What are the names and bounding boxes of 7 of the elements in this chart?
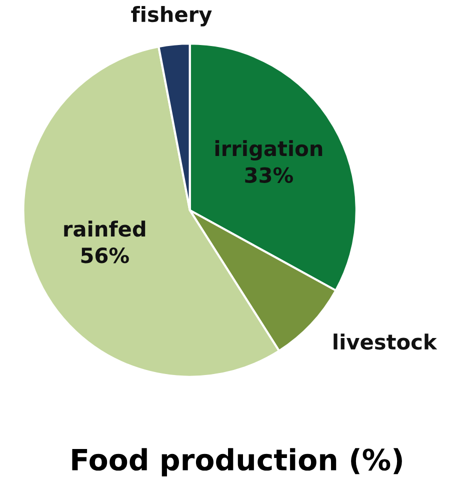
text: Food production (%): [72, 448, 402, 476]
slice-label: fishery: [131, 6, 212, 26]
slice-label: rainfed: [64, 220, 146, 237]
slice-label: irrigation: [215, 140, 322, 161]
slice-label: livestock: [334, 334, 438, 350]
data-label: 56%: [81, 247, 129, 264]
data-label: 33%: [245, 167, 293, 183]
